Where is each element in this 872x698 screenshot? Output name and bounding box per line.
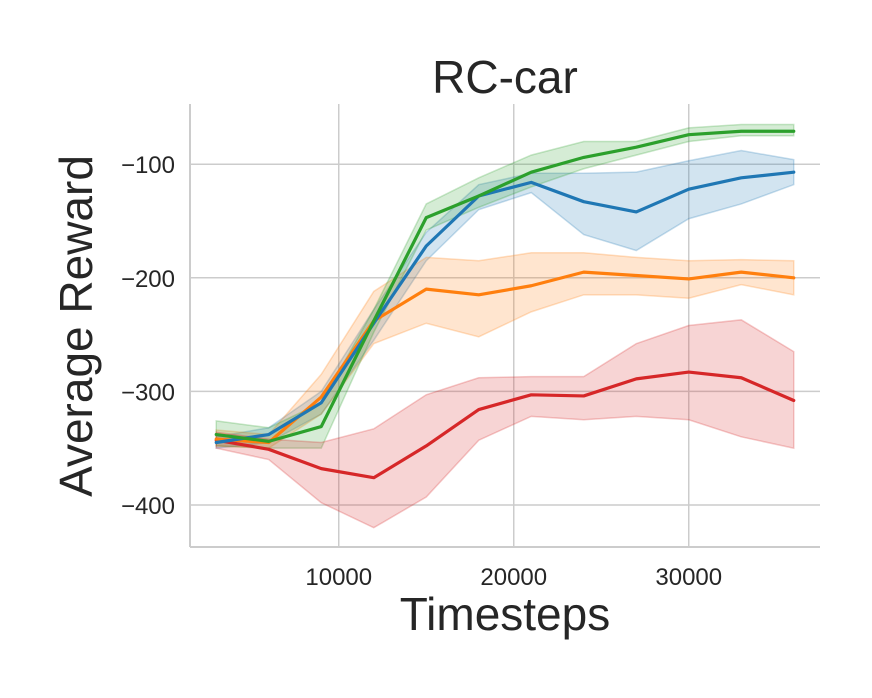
grid bbox=[190, 104, 820, 547]
line-orange bbox=[214, 270, 796, 445]
chart-title: RC-car bbox=[432, 51, 578, 103]
x-tick-label: 20000 bbox=[480, 564, 547, 591]
series-lines bbox=[214, 129, 796, 480]
y-tick-label: −300 bbox=[121, 379, 175, 406]
x-tick-label: 30000 bbox=[655, 564, 722, 591]
y-tick-label: −100 bbox=[121, 152, 175, 179]
y-tick-label: −400 bbox=[121, 493, 175, 520]
y-tick-label: −200 bbox=[121, 266, 175, 293]
line-red bbox=[214, 370, 796, 480]
x-tick-label: 10000 bbox=[305, 564, 372, 591]
y-axis-label: Average Reward bbox=[50, 155, 102, 497]
line-green bbox=[214, 129, 796, 443]
x-axis-label: Timesteps bbox=[400, 588, 610, 640]
axes-spines bbox=[189, 104, 820, 548]
tick-labels: 10000 20000 30000 −100 −200 −300 −400 bbox=[121, 152, 722, 591]
line-blue bbox=[214, 170, 796, 445]
band-blue bbox=[215, 149, 795, 450]
